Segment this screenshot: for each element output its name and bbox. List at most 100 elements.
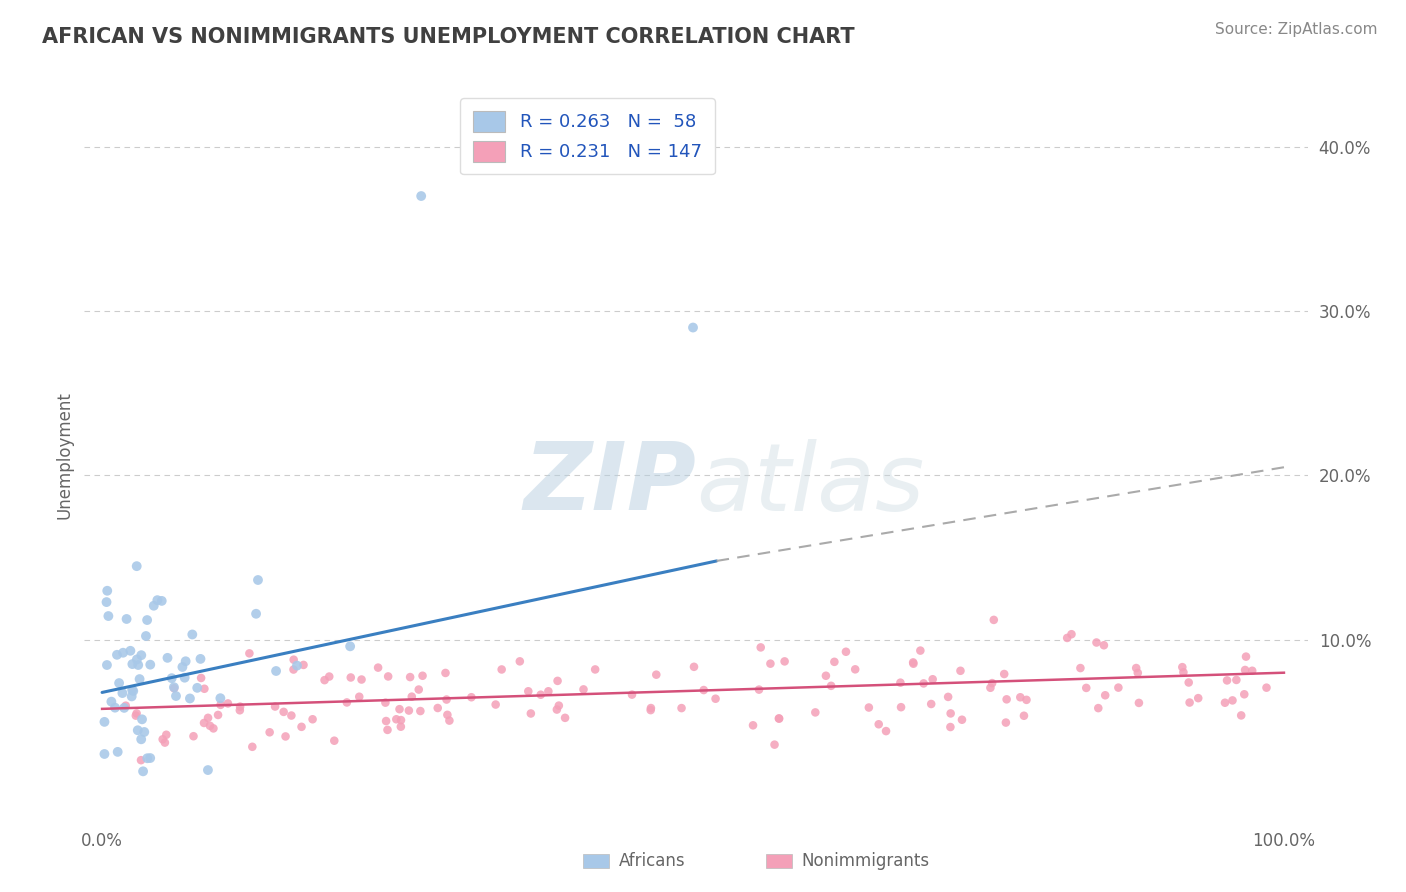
- Point: [820, 679, 842, 693]
- Point: [207, 708, 229, 723]
- Point: [274, 730, 297, 744]
- Point: [283, 663, 305, 677]
- Point: [318, 669, 340, 683]
- Point: [96, 595, 118, 609]
- Point: [292, 657, 315, 672]
- Point: [198, 719, 221, 733]
- Point: [339, 671, 361, 685]
- Point: [125, 559, 148, 574]
- Point: [693, 683, 716, 698]
- Point: [179, 691, 201, 706]
- Point: [749, 640, 772, 655]
- Point: [132, 764, 155, 779]
- Point: [202, 722, 225, 736]
- Point: [153, 736, 176, 750]
- Point: [936, 690, 959, 704]
- Point: [583, 662, 606, 676]
- Point: [128, 672, 150, 686]
- Point: [323, 733, 346, 747]
- Point: [1076, 681, 1098, 695]
- Point: [1060, 627, 1083, 641]
- Point: [100, 695, 122, 709]
- Point: [285, 658, 308, 673]
- Point: [537, 684, 560, 698]
- Point: [704, 691, 727, 706]
- Point: [1178, 696, 1201, 710]
- Point: [374, 696, 396, 710]
- Point: [1187, 691, 1209, 706]
- Point: [388, 702, 411, 716]
- Point: [273, 705, 295, 719]
- Point: [339, 640, 361, 654]
- Point: [768, 711, 790, 725]
- Point: [939, 720, 962, 734]
- Point: [160, 671, 183, 685]
- Point: [127, 723, 149, 738]
- Point: [129, 732, 152, 747]
- Point: [426, 701, 449, 715]
- Point: [163, 681, 186, 696]
- Point: [186, 681, 208, 695]
- Point: [949, 664, 972, 678]
- Point: [683, 660, 706, 674]
- Text: Source: ZipAtlas.com: Source: ZipAtlas.com: [1215, 22, 1378, 37]
- Point: [129, 648, 152, 663]
- Point: [173, 671, 195, 685]
- Point: [401, 690, 423, 704]
- Point: [546, 702, 568, 716]
- Point: [114, 698, 136, 713]
- Point: [920, 697, 942, 711]
- Point: [993, 667, 1015, 681]
- Point: [121, 683, 143, 698]
- Point: [193, 715, 215, 730]
- Point: [259, 725, 281, 739]
- Point: [1234, 649, 1257, 664]
- Point: [412, 669, 434, 683]
- Point: [197, 763, 219, 777]
- Point: [903, 657, 925, 671]
- Point: [121, 690, 143, 704]
- Point: [139, 657, 162, 672]
- Point: [645, 667, 668, 681]
- Text: Africans: Africans: [619, 852, 685, 870]
- Point: [939, 706, 962, 721]
- Point: [436, 707, 458, 722]
- Point: [1173, 665, 1195, 680]
- Point: [136, 613, 159, 627]
- Point: [264, 664, 287, 678]
- Text: ZIP: ZIP: [523, 438, 696, 530]
- Point: [139, 751, 162, 765]
- Point: [1069, 661, 1091, 675]
- Point: [1012, 708, 1035, 723]
- Point: [155, 728, 177, 742]
- Point: [759, 657, 782, 671]
- Point: [1171, 660, 1194, 674]
- Point: [209, 691, 232, 706]
- Point: [280, 708, 302, 723]
- Point: [763, 738, 786, 752]
- Point: [389, 720, 412, 734]
- Point: [152, 732, 174, 747]
- Point: [981, 676, 1004, 690]
- Point: [112, 701, 135, 715]
- Point: [875, 724, 897, 739]
- Text: AFRICAN VS NONIMMIGRANTS UNEMPLOYMENT CORRELATION CHART: AFRICAN VS NONIMMIGRANTS UNEMPLOYMENT CO…: [42, 27, 855, 46]
- Point: [350, 673, 373, 687]
- Point: [172, 660, 194, 674]
- Point: [1234, 663, 1257, 677]
- Point: [912, 676, 935, 690]
- Point: [190, 652, 212, 666]
- Point: [520, 706, 543, 721]
- Point: [377, 669, 399, 683]
- Point: [517, 684, 540, 698]
- Point: [134, 725, 156, 739]
- Point: [439, 714, 461, 728]
- Point: [1056, 631, 1078, 645]
- Point: [434, 665, 457, 680]
- Point: [163, 680, 186, 694]
- Point: [979, 681, 1001, 695]
- Point: [1125, 661, 1147, 675]
- Point: [1230, 708, 1253, 723]
- Point: [994, 715, 1017, 730]
- Point: [125, 706, 148, 721]
